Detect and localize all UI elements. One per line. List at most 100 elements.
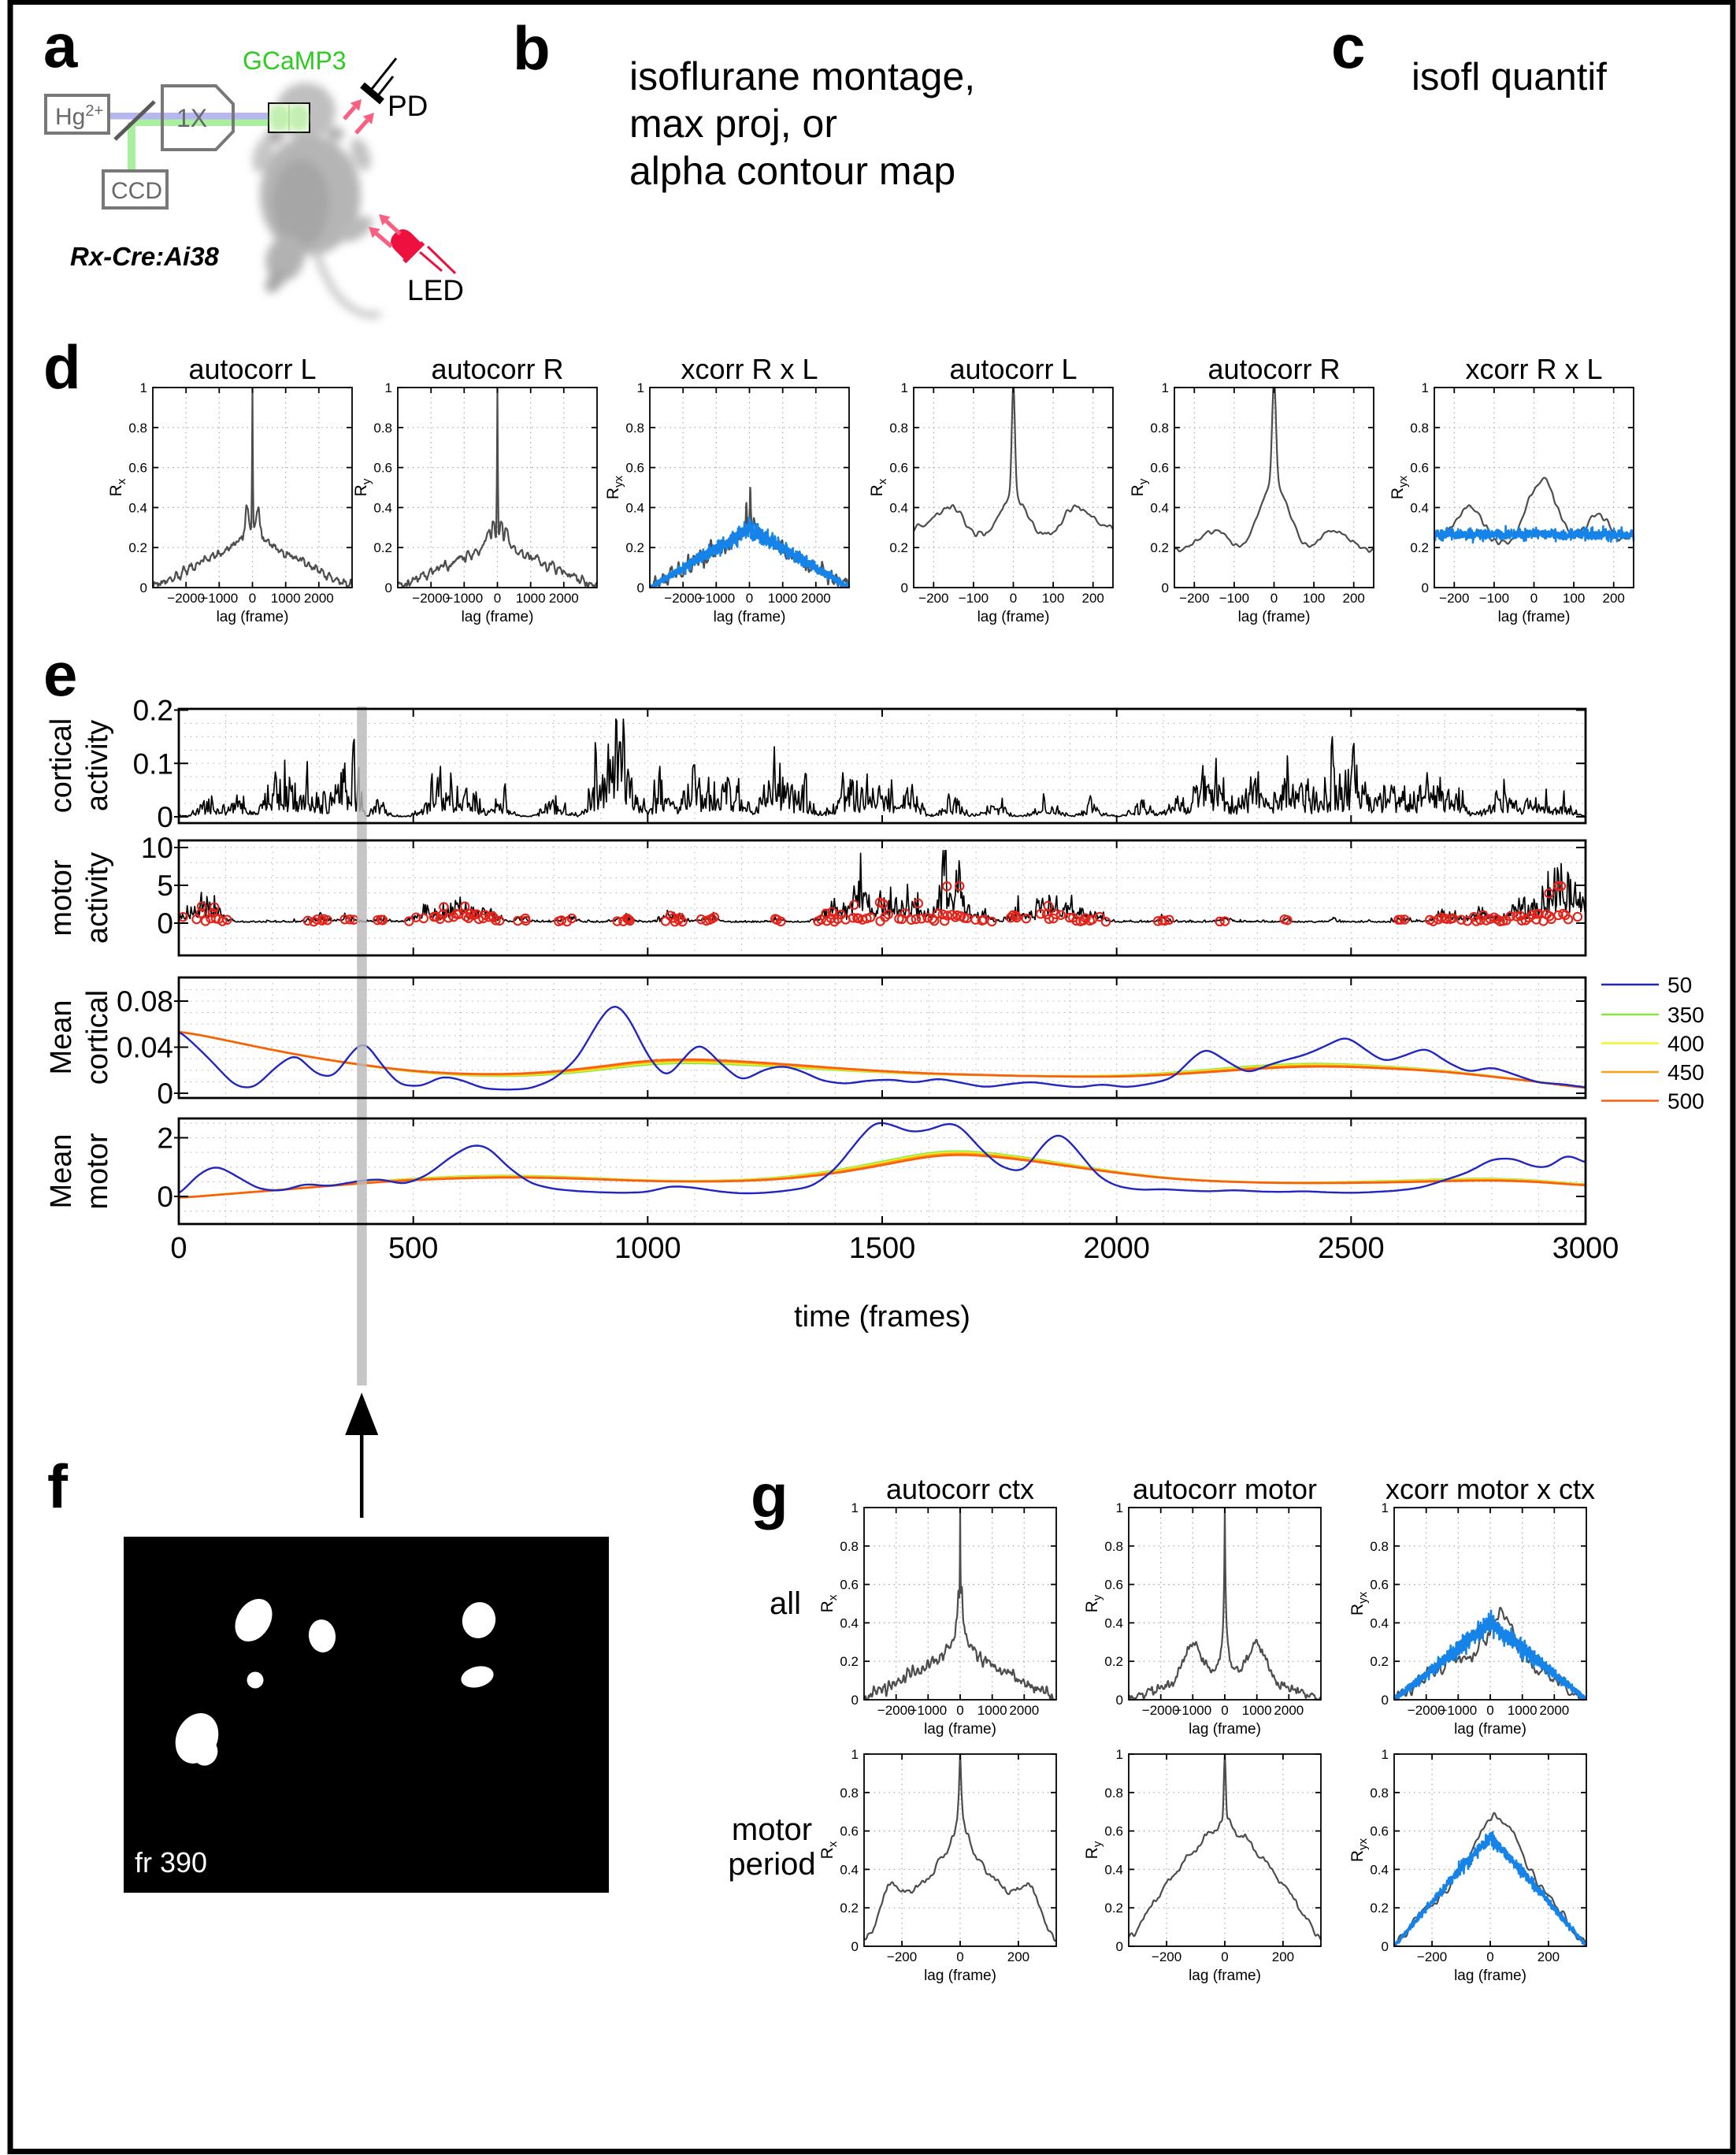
svg-text:−200: −200: [887, 1949, 917, 1964]
svg-text:b: b: [513, 13, 551, 83]
svg-text:0.6: 0.6: [1104, 1578, 1123, 1593]
svg-text:1500: 1500: [849, 1232, 916, 1265]
svg-text:0.2: 0.2: [840, 1901, 859, 1916]
svg-text:0.8: 0.8: [1104, 1786, 1123, 1801]
svg-text:0.8: 0.8: [1410, 421, 1429, 436]
svg-text:2000: 2000: [1083, 1232, 1150, 1265]
svg-text:0.2: 0.2: [1104, 1901, 1123, 1916]
svg-text:lag (frame): lag (frame): [217, 609, 289, 625]
svg-text:0.6: 0.6: [128, 461, 147, 476]
svg-text:−2000: −2000: [1408, 1703, 1445, 1718]
svg-text:lag (frame): lag (frame): [1189, 1721, 1261, 1738]
svg-text:−1000: −1000: [909, 1703, 947, 1718]
svg-text:0.4: 0.4: [1150, 500, 1169, 515]
svg-text:0.2: 0.2: [840, 1654, 859, 1669]
svg-text:0.04: 0.04: [117, 1032, 173, 1064]
svg-text:0.8: 0.8: [1150, 421, 1169, 436]
svg-text:autocorr L: autocorr L: [188, 353, 316, 385]
svg-text:autocorr R: autocorr R: [1207, 353, 1340, 385]
svg-text:0.6: 0.6: [373, 461, 392, 476]
svg-text:0: 0: [1422, 580, 1429, 595]
svg-text:1000: 1000: [516, 591, 546, 606]
svg-text:lag (frame): lag (frame): [924, 1721, 996, 1738]
svg-text:−2000: −2000: [412, 591, 450, 606]
svg-text:0: 0: [1382, 1939, 1389, 1954]
svg-text:100: 100: [1303, 591, 1325, 606]
svg-text:xcorr motor x ctx: xcorr motor x ctx: [1385, 1473, 1595, 1505]
svg-text:2000: 2000: [304, 591, 334, 606]
svg-text:0.8: 0.8: [625, 421, 644, 436]
svg-text:0.8: 0.8: [889, 421, 908, 436]
svg-text:lag (frame): lag (frame): [924, 1968, 996, 1984]
svg-text:0.2: 0.2: [625, 540, 644, 555]
svg-text:alpha contour map: alpha contour map: [629, 149, 955, 193]
svg-text:lag (frame): lag (frame): [1238, 609, 1311, 625]
svg-text:motor: motor: [732, 1812, 812, 1847]
svg-text:period: period: [728, 1847, 815, 1882]
svg-text:c: c: [1331, 12, 1365, 81]
svg-text:2500: 2500: [1318, 1232, 1385, 1265]
svg-text:−200: −200: [1439, 591, 1469, 606]
svg-text:0: 0: [956, 1703, 963, 1718]
svg-text:350: 350: [1667, 1003, 1704, 1027]
svg-text:0: 0: [1010, 591, 1017, 606]
svg-text:1: 1: [1116, 1500, 1123, 1515]
svg-text:lag (frame): lag (frame): [1498, 609, 1571, 625]
svg-text:0.8: 0.8: [1370, 1539, 1389, 1554]
svg-text:−2000: −2000: [1142, 1703, 1180, 1718]
svg-text:50: 50: [1667, 973, 1692, 997]
svg-text:−1000: −1000: [697, 591, 735, 606]
svg-text:5: 5: [157, 870, 173, 902]
svg-text:g: g: [751, 1461, 788, 1530]
svg-text:1000: 1000: [977, 1703, 1007, 1718]
svg-text:200: 200: [1007, 1949, 1029, 1964]
svg-text:0.1: 0.1: [133, 747, 173, 780]
svg-text:lag (frame): lag (frame): [1454, 1968, 1526, 1984]
svg-text:isoflurane montage,: isoflurane montage,: [629, 54, 975, 98]
svg-text:0.2: 0.2: [133, 695, 173, 727]
svg-text:−2000: −2000: [877, 1703, 915, 1718]
svg-text:0.4: 0.4: [373, 500, 392, 515]
svg-text:200: 200: [1082, 591, 1104, 606]
svg-text:lag (frame): lag (frame): [1189, 1968, 1261, 1984]
svg-text:100: 100: [1042, 591, 1064, 606]
svg-text:e: e: [43, 640, 77, 709]
svg-text:0.2: 0.2: [373, 540, 392, 555]
svg-text:0.4: 0.4: [840, 1615, 859, 1630]
svg-text:−200: −200: [918, 591, 948, 606]
svg-text:0.08: 0.08: [117, 985, 173, 1018]
svg-text:1: 1: [851, 1747, 859, 1762]
svg-text:500: 500: [388, 1232, 438, 1265]
svg-text:−2000: −2000: [664, 591, 702, 606]
svg-text:−100: −100: [959, 591, 989, 606]
svg-text:1: 1: [1382, 1500, 1389, 1515]
svg-text:1: 1: [1116, 1747, 1123, 1762]
svg-text:0: 0: [851, 1693, 859, 1708]
svg-text:1: 1: [385, 380, 392, 395]
svg-text:0: 0: [1486, 1949, 1493, 1964]
svg-text:1: 1: [1382, 1747, 1389, 1762]
svg-text:0.2: 0.2: [1370, 1654, 1389, 1669]
svg-text:0.6: 0.6: [1104, 1824, 1123, 1839]
svg-text:0.6: 0.6: [889, 461, 908, 476]
svg-text:2000: 2000: [1539, 1703, 1569, 1718]
svg-text:1: 1: [637, 380, 644, 395]
svg-text:−200: −200: [1179, 591, 1209, 606]
svg-text:0: 0: [157, 907, 173, 940]
svg-text:lag (frame): lag (frame): [1454, 1721, 1526, 1738]
svg-text:PD: PD: [388, 90, 428, 122]
svg-text:0.6: 0.6: [625, 461, 644, 476]
svg-text:1: 1: [1162, 380, 1169, 395]
svg-text:0.2: 0.2: [1410, 540, 1429, 555]
svg-text:0.4: 0.4: [1370, 1862, 1389, 1877]
svg-text:0: 0: [170, 1232, 187, 1265]
svg-text:Rx-Cre:Ai38: Rx-Cre:Ai38: [70, 242, 220, 271]
svg-text:lag (frame): lag (frame): [977, 609, 1050, 625]
svg-text:1: 1: [851, 1500, 859, 1515]
svg-text:0.6: 0.6: [840, 1578, 859, 1593]
svg-text:2: 2: [157, 1122, 173, 1155]
svg-text:0.8: 0.8: [1104, 1539, 1123, 1554]
